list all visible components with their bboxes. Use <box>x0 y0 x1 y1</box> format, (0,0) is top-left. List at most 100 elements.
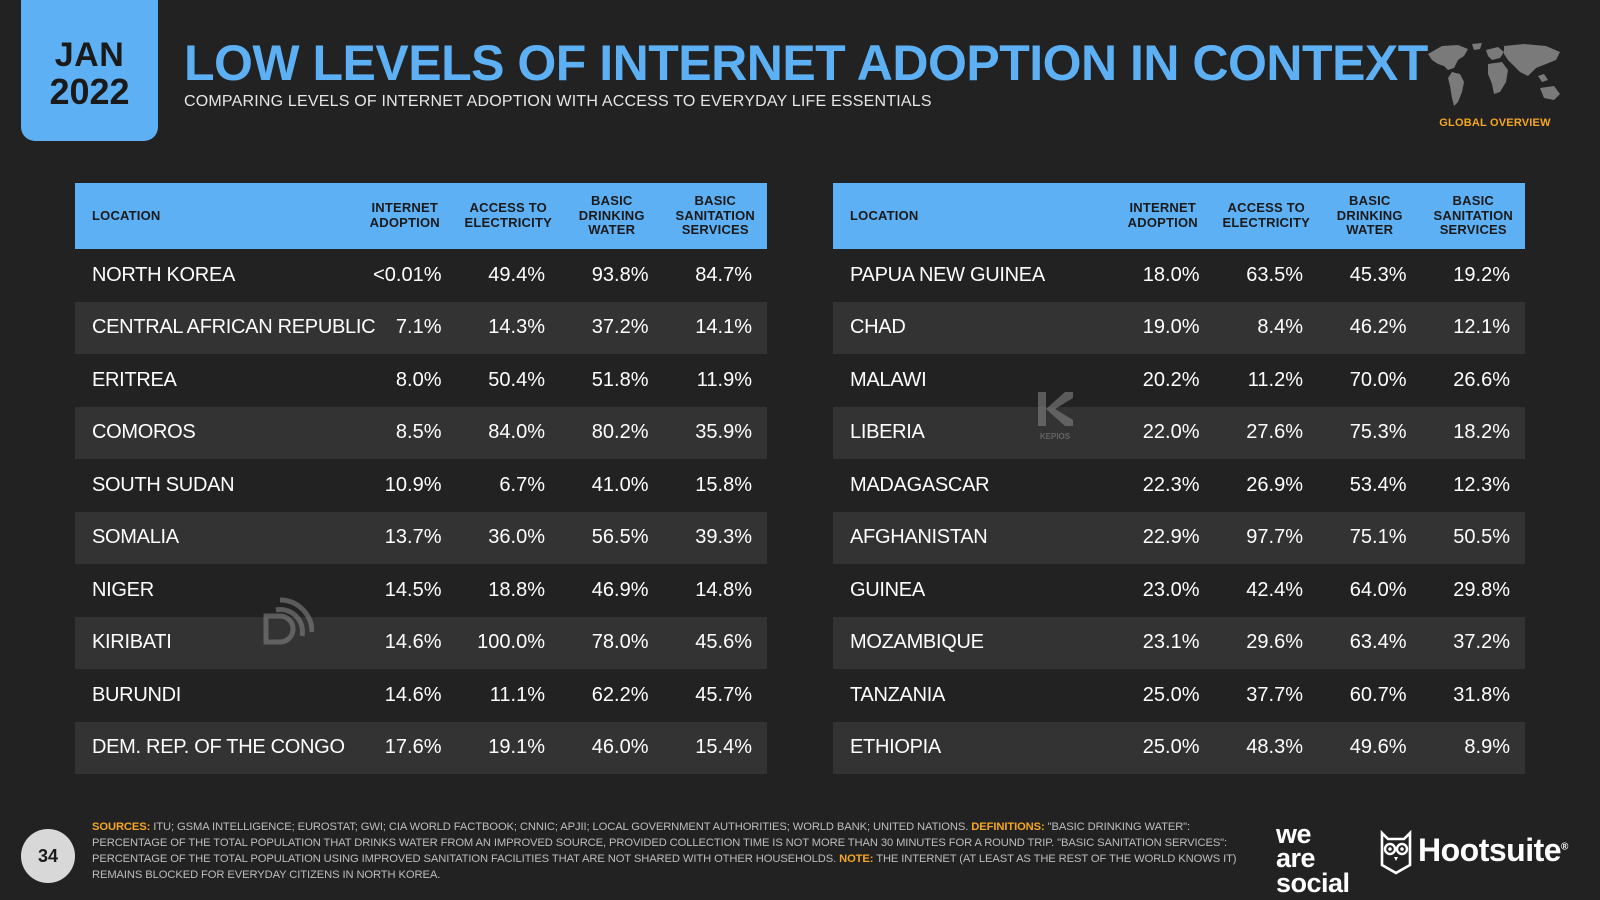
cell-internet: 10.9% <box>384 473 442 496</box>
cell-location: AFGHANISTAN <box>850 526 988 549</box>
cell-location: ERITREA <box>92 368 177 391</box>
registered-mark: ® <box>1561 841 1568 853</box>
cell-sanitation: 39.3% <box>695 526 752 549</box>
cell-location: DEM. REP. OF THE CONGO <box>92 736 345 759</box>
cell-electricity: 49.4% <box>488 263 545 286</box>
page-number: 34 <box>21 829 75 883</box>
cell-water: 64.0% <box>1349 578 1407 601</box>
cell-internet: 18.0% <box>1142 263 1200 286</box>
cell-location: MALAWI <box>850 368 927 391</box>
cell-internet: 22.3% <box>1142 473 1200 496</box>
table-header: LOCATION INTERNET ADOPTION ACCESS TO ELE… <box>833 183 1525 249</box>
badge-month: JAN <box>54 35 125 74</box>
cell-internet: 14.6% <box>384 631 442 654</box>
cell-internet: 25.0% <box>1142 736 1200 759</box>
table-row: TANZANIA 25.0% 37.7% 60.7% 31.8% <box>833 669 1525 722</box>
table-row: AFGHANISTAN 22.9% 97.7% 75.1% 50.5% <box>833 511 1525 564</box>
cell-location: SOMALIA <box>92 526 179 549</box>
cell-electricity: 29.6% <box>1246 631 1303 654</box>
cell-sanitation: 19.2% <box>1453 263 1510 286</box>
cell-internet: 8.0% <box>395 368 442 391</box>
cell-electricity: 48.3% <box>1246 736 1303 759</box>
table-row: COMOROS 8.5% 84.0% 80.2% 35.9% <box>75 406 767 459</box>
cell-sanitation: 11.9% <box>696 368 752 391</box>
note-label: NOTE: <box>839 852 874 865</box>
cell-electricity: 100.0% <box>477 631 545 654</box>
table-row: MALAWI 20.2% 11.2% 70.0% 26.6% <box>833 354 1525 407</box>
badge-year: 2022 <box>49 71 130 113</box>
table-row: ERITREA 8.0% 50.4% 51.8% 11.9% <box>75 354 767 407</box>
right-data-table: LOCATION INTERNET ADOPTION ACCESS TO ELE… <box>833 183 1525 774</box>
table-row: SOMALIA 13.7% 36.0% 56.5% 39.3% <box>75 511 767 564</box>
cell-internet: 25.0% <box>1142 683 1200 706</box>
cell-internet: 14.6% <box>384 683 442 706</box>
table-row: NORTH KOREA <0.01% 49.4% 93.8% 84.7% <box>75 249 767 302</box>
cell-water: 45.3% <box>1349 263 1407 286</box>
header-electricity: ACCESS TO ELECTRICITY <box>464 200 552 230</box>
logo-line: are <box>1276 843 1316 874</box>
cell-internet: 22.0% <box>1142 421 1200 444</box>
cell-electricity: 18.8% <box>488 578 545 601</box>
cell-water: 46.0% <box>591 736 649 759</box>
sources-label: SOURCES: <box>92 821 151 833</box>
cell-sanitation: 14.1% <box>695 316 752 339</box>
sources-text: ITU; GSMA INTELLIGENCE; EUROSTAT; GWI; C… <box>150 821 972 833</box>
table-row: MADAGASCAR 22.3% 26.9% 53.4% 12.3% <box>833 459 1525 512</box>
cell-electricity: 14.3% <box>488 316 545 339</box>
note-text: THE INTERNET (AT LEAST AS THE REST OF TH… <box>92 852 1237 881</box>
cell-water: 53.4% <box>1349 473 1407 496</box>
cell-electricity: 8.4% <box>1257 316 1303 339</box>
header-sanitation: BASIC SANITATION SERVICES <box>1433 192 1513 238</box>
cell-internet: 19.0% <box>1142 316 1200 339</box>
cell-internet: 17.6% <box>384 736 442 759</box>
cell-internet: <0.01% <box>373 263 442 286</box>
cell-sanitation: 45.7% <box>695 683 752 706</box>
cell-electricity: 11.1% <box>489 683 545 706</box>
cell-electricity: 11.2% <box>1247 368 1303 391</box>
hootsuite-owl-icon <box>1380 829 1412 875</box>
cell-location: MOZAMBIQUE <box>850 631 984 654</box>
cell-sanitation: 18.2% <box>1453 421 1510 444</box>
table-row: CHAD 19.0% 8.4% 46.2% 12.1% <box>833 301 1525 354</box>
table-row: LIBERIA 22.0% 27.6% 75.3% 18.2% <box>833 406 1525 459</box>
cell-location: GUINEA <box>850 578 925 601</box>
cell-electricity: 36.0% <box>488 526 545 549</box>
cell-internet: 8.5% <box>395 421 442 444</box>
table-row: MOZAMBIQUE 23.1% 29.6% 63.4% 37.2% <box>833 616 1525 669</box>
cell-sanitation: 29.8% <box>1453 578 1510 601</box>
table-row: NIGER 14.5% 18.8% 46.9% 14.8% <box>75 564 767 617</box>
header-drinking-water: BASIC DRINKING WATER <box>1336 192 1403 238</box>
we-are-social-logo: we are social <box>1276 820 1358 898</box>
cell-water: 62.2% <box>591 683 649 706</box>
section-label: GLOBAL OVERVIEW <box>1439 117 1551 129</box>
table-row: PAPUA NEW GUINEA 18.0% 63.5% 45.3% 19.2% <box>833 249 1525 302</box>
cell-sanitation: 15.8% <box>695 473 752 496</box>
header-drinking-water: BASIC DRINKING WATER <box>578 192 645 238</box>
left-data-table: LOCATION INTERNET ADOPTION ACCESS TO ELE… <box>75 183 767 774</box>
page-title: LOW LEVELS OF INTERNET ADOPTION IN CONTE… <box>184 35 1428 91</box>
cell-sanitation: 26.6% <box>1453 368 1510 391</box>
cell-water: 75.3% <box>1349 421 1407 444</box>
cell-water: 63.4% <box>1349 631 1407 654</box>
table-row: BURUNDI 14.6% 11.1% 62.2% 45.7% <box>75 669 767 722</box>
cell-location: MADAGASCAR <box>850 473 990 496</box>
cell-electricity: 6.7% <box>499 473 545 496</box>
cell-internet: 23.0% <box>1142 578 1200 601</box>
logo-line: social <box>1276 867 1350 898</box>
cell-water: 46.2% <box>1349 316 1407 339</box>
cell-internet: 23.1% <box>1142 631 1200 654</box>
cell-water: 93.8% <box>591 263 649 286</box>
definitions-label: DEFINITIONS: <box>971 821 1045 833</box>
cell-location: NIGER <box>92 578 154 601</box>
cell-sanitation: 31.8% <box>1453 683 1510 706</box>
footnote: SOURCES: ITU; GSMA INTELLIGENCE; EUROSTA… <box>92 820 1242 884</box>
cell-location: SOUTH SUDAN <box>92 473 235 496</box>
definitions-text: "BASIC DRINKING WATER": PERCENTAGE OF TH… <box>92 821 1228 865</box>
cell-internet: 14.5% <box>384 578 442 601</box>
table-row: DEM. REP. OF THE CONGO 17.6% 19.1% 46.0%… <box>75 721 767 774</box>
hootsuite-logo: Hootsuite® <box>1418 832 1568 869</box>
cell-internet: 7.1% <box>395 316 442 339</box>
cell-electricity: 37.7% <box>1246 683 1303 706</box>
kepios-watermark-icon: KEPIOS <box>1038 392 1073 441</box>
table-body: PAPUA NEW GUINEA 18.0% 63.5% 45.3% 19.2%… <box>833 249 1525 774</box>
